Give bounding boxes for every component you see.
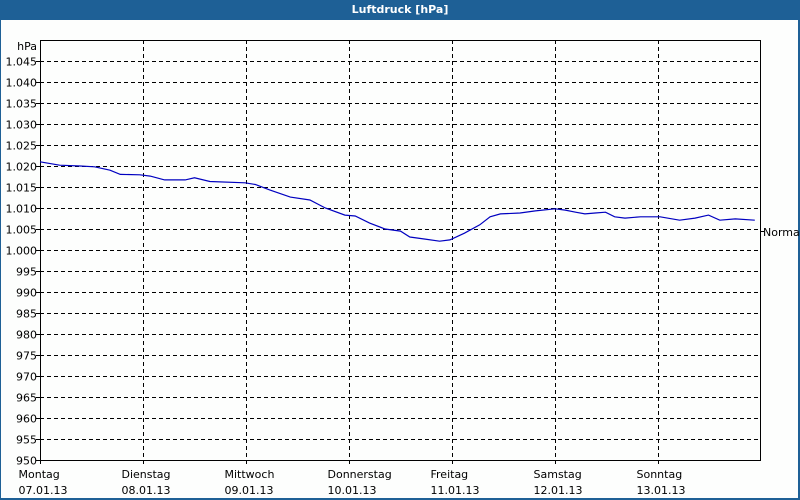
x-day-label: Sonntag <box>637 468 683 481</box>
y-tick-label: 1.015 <box>6 182 38 195</box>
pressure-line <box>39 161 755 242</box>
x-date-label: 07.01.13 <box>19 484 68 497</box>
y-tick-label: 980 <box>16 329 37 342</box>
y-tick-label: 1.035 <box>6 98 38 111</box>
x-date-label: 09.01.13 <box>225 484 274 497</box>
x-day-label: Samstag <box>534 468 582 481</box>
y-tick-label: 1.040 <box>6 77 38 90</box>
y-tick-label: 950 <box>16 455 37 468</box>
y-tick-label: 1.030 <box>6 119 38 132</box>
chart-title: Luftdruck [hPa] <box>351 3 449 16</box>
y-tick-label: 1.000 <box>6 245 38 258</box>
x-date-label: 13.01.13 <box>637 484 686 497</box>
y-tick-label: 1.025 <box>6 140 38 153</box>
x-date-label: 11.01.13 <box>431 484 480 497</box>
y-tick-label: 970 <box>16 371 37 384</box>
y-tick-label: 1.045 <box>6 56 38 69</box>
x-day-label: Freitag <box>431 468 469 481</box>
x-day-label: Donnerstag <box>328 468 392 481</box>
y-tick-label: 1.020 <box>6 161 38 174</box>
x-date-label: 10.01.13 <box>328 484 377 497</box>
x-date-label: 08.01.13 <box>122 484 171 497</box>
y-tick-label: 965 <box>16 392 37 405</box>
x-date-label: 12.01.13 <box>534 484 583 497</box>
plot-frame <box>40 40 761 461</box>
x-day-label: Montag <box>19 468 60 481</box>
y-tick-label: 1.005 <box>6 224 38 237</box>
y-axis-unit: hPa <box>17 40 37 53</box>
y-tick-label: 995 <box>16 266 37 279</box>
x-day-label: Dienstag <box>122 468 171 481</box>
normal-label: Normal <box>763 226 800 239</box>
x-day-label: Mittwoch <box>225 468 275 481</box>
y-tick-label: 985 <box>16 308 37 321</box>
y-tick-label: 990 <box>16 287 37 300</box>
y-tick-label: 975 <box>16 350 37 363</box>
y-tick-label: 960 <box>16 413 37 426</box>
y-tick-label: 1.010 <box>6 203 38 216</box>
chart-title-bar: Luftdruck [hPa] <box>0 0 800 20</box>
y-tick-label: 955 <box>16 434 37 447</box>
